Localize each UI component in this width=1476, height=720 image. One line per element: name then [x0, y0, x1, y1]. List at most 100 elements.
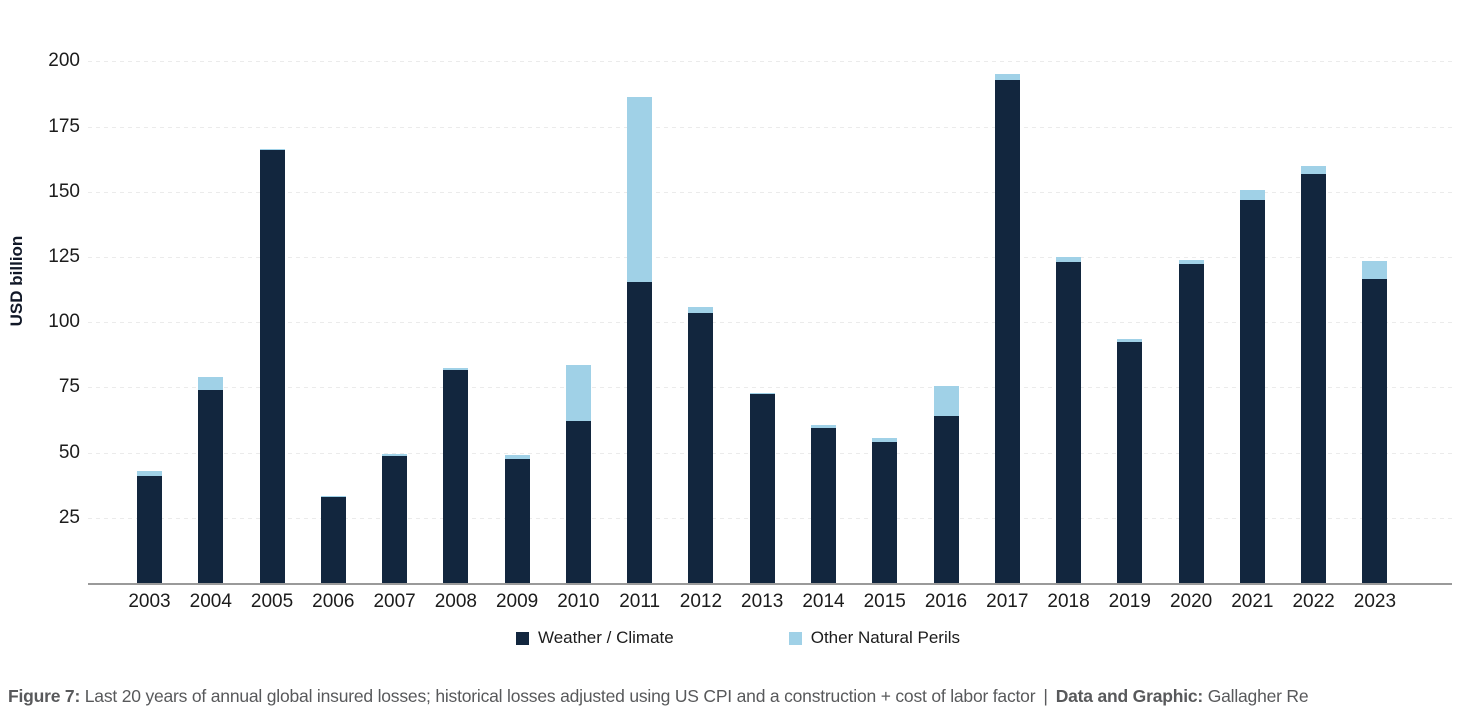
x-tick-label-2022: 2022: [1292, 591, 1335, 612]
bar-2022: [1301, 165, 1327, 583]
bar-segment-weather-climate-2007: [382, 456, 408, 583]
bar-segment-other-perils-2010: [565, 365, 591, 422]
y-tick-label-150: 150: [48, 180, 80, 202]
bar-2019: [1117, 339, 1143, 583]
bar-2006: [320, 495, 346, 583]
x-tick-label-2014: 2014: [802, 591, 845, 612]
bar-segment-other-perils-2007: [382, 453, 408, 457]
gridline-75: [88, 387, 1452, 389]
bar-segment-weather-climate-2011: [627, 281, 653, 583]
bar-segment-weather-climate-2006: [320, 496, 346, 583]
legend-label-weather-climate: Weather / Climate: [537, 628, 674, 647]
gridline-100: [88, 322, 1452, 324]
bar-segment-other-perils-2022: [1301, 165, 1327, 174]
bar-segment-weather-climate-2022: [1301, 173, 1327, 583]
bars-layer: [88, 0, 1452, 720]
bar-segment-weather-climate-2003: [137, 476, 162, 583]
bar-2014: [810, 425, 836, 583]
gridline-200: [88, 61, 1452, 63]
bar-segment-weather-climate-2023: [1362, 279, 1388, 583]
bar-2007: [382, 453, 408, 583]
bar-segment-other-perils-2011: [627, 96, 653, 282]
credit-label: Data and Graphic:: [1055, 686, 1204, 706]
bar-segment-other-perils-2012: [688, 306, 714, 314]
y-tick-label-25: 25: [58, 506, 80, 528]
x-tick-label-2017: 2017: [986, 591, 1029, 612]
legend-item-weather-climate: Weather / Climate: [515, 628, 674, 648]
bar-segment-other-perils-2014: [810, 425, 836, 428]
x-tick-label-2018: 2018: [1047, 591, 1090, 612]
x-tick-label-2007: 2007: [373, 591, 416, 612]
y-tick-label-100: 100: [48, 311, 80, 333]
bar-2012: [688, 306, 714, 583]
figure-label: Figure 7:: [8, 686, 81, 706]
x-tick-label-2013: 2013: [741, 591, 784, 612]
bar-segment-weather-climate-2012: [688, 313, 714, 583]
weather-climate-swatch-icon: [515, 631, 529, 645]
bar-segment-weather-climate-2016: [933, 416, 959, 583]
bar-2016: [933, 386, 959, 583]
x-tick-label-2008: 2008: [434, 591, 477, 612]
bar-2005: [259, 148, 285, 583]
bar-2011: [627, 96, 653, 583]
legend-item-other-natural-perils: Other Natural Perils: [788, 628, 960, 648]
bar-segment-weather-climate-2021: [1239, 199, 1265, 583]
bar-2020: [1178, 259, 1204, 583]
bar-2015: [872, 438, 898, 583]
bar-2009: [504, 455, 530, 583]
x-tick-label-2005: 2005: [250, 591, 294, 612]
x-tick-label-2009: 2009: [495, 591, 539, 612]
credit-text: Gallagher Re: [1203, 686, 1309, 706]
bar-segment-weather-climate-2017: [994, 79, 1020, 583]
y-tick-label-50: 50: [58, 441, 80, 463]
x-tick-label-2010: 2010: [557, 591, 600, 612]
bar-segment-weather-climate-2020: [1178, 263, 1204, 583]
bar-segment-weather-climate-2015: [872, 442, 898, 583]
x-tick-label-2003: 2003: [128, 591, 171, 612]
x-tick-label-2006: 2006: [312, 591, 355, 612]
bar-segment-weather-climate-2004: [198, 389, 224, 583]
gridline-150: [88, 191, 1452, 193]
caption-separator: |: [1043, 686, 1048, 706]
x-tick-label-2012: 2012: [679, 591, 723, 612]
bar-segment-other-perils-2009: [504, 455, 530, 460]
bar-2023: [1362, 260, 1388, 583]
bar-2017: [994, 74, 1020, 583]
bar-2004: [198, 376, 224, 583]
bar-segment-weather-climate-2018: [1056, 262, 1082, 583]
bar-segment-weather-climate-2005: [259, 150, 285, 583]
bar-segment-weather-climate-2014: [810, 427, 836, 583]
bar-segment-other-perils-2019: [1117, 339, 1143, 342]
y-tick-label-175: 175: [48, 115, 80, 137]
legend-label-other-natural-perils: Other Natural Perils: [810, 628, 960, 647]
bar-segment-other-perils-2005: [259, 148, 285, 151]
chart-legend: Weather / Climate Other Natural Perils: [0, 628, 1476, 648]
figure-text: Last 20 years of annual global insured l…: [80, 686, 1036, 706]
bar-segment-weather-climate-2008: [443, 370, 469, 583]
x-tick-label-2021: 2021: [1231, 591, 1274, 612]
other-natural-perils-swatch-icon: [788, 631, 802, 645]
x-tick-label-2020: 2020: [1169, 591, 1213, 612]
bar-segment-other-perils-2023: [1362, 260, 1388, 280]
bar-segment-other-perils-2016: [933, 386, 959, 417]
x-axis-line: [88, 583, 1452, 585]
y-tick-label-125: 125: [48, 246, 80, 267]
bar-segment-other-perils-2018: [1056, 257, 1082, 263]
bar-2008: [443, 367, 469, 583]
bar-2013: [749, 392, 775, 583]
bar-segment-other-perils-2006: [320, 495, 346, 497]
bar-segment-weather-climate-2019: [1117, 341, 1143, 583]
bar-segment-other-perils-2020: [1178, 259, 1204, 264]
x-tick-label-2011: 2011: [619, 591, 661, 612]
x-tick-label-2016: 2016: [924, 591, 968, 612]
figure-caption: Figure 7: Last 20 years of annual global…: [8, 686, 1470, 707]
bar-2018: [1056, 257, 1082, 583]
bar-segment-weather-climate-2009: [504, 459, 530, 583]
y-tick-label-75: 75: [58, 376, 80, 398]
bar-2003: [137, 470, 162, 583]
bar-segment-weather-climate-2010: [565, 421, 591, 583]
bar-2021: [1239, 190, 1265, 583]
bar-2010: [565, 365, 591, 583]
bar-segment-other-perils-2015: [872, 438, 898, 443]
